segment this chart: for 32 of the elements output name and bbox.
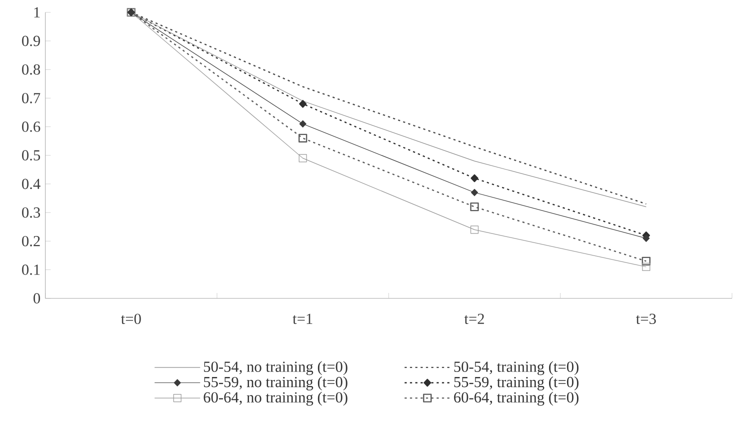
x-tick-label: t=0 <box>121 314 141 324</box>
point <box>299 100 307 108</box>
y-tick-label: 0.4 <box>22 178 40 190</box>
legend-label: 55-59, training (t=0) <box>454 376 578 390</box>
x-tick-label: t=2 <box>464 314 484 324</box>
y-tick-label: 0.1 <box>22 264 40 275</box>
legend-label: 55-59, no training (t=0) <box>204 376 348 390</box>
point <box>470 174 478 182</box>
point <box>470 202 479 212</box>
point <box>298 134 308 143</box>
y-tick-label: 0.7 <box>22 92 40 104</box>
point <box>298 154 307 162</box>
point <box>299 120 306 128</box>
y-tick-label: 0.5 <box>22 150 40 161</box>
x-tick-label: t=1 <box>292 314 312 324</box>
legend-label: 50-54, training (t=0) <box>454 361 578 376</box>
legend-label: 50-54, no training (t=0) <box>204 361 348 376</box>
y-tick-label: 0 <box>34 293 40 304</box>
point <box>470 226 479 234</box>
legend-label: 60-64, no training (t=0) <box>204 392 348 406</box>
point <box>471 188 478 196</box>
x-tick-label: t=3 <box>636 314 656 324</box>
y-tick-label: 0.3 <box>22 207 40 218</box>
y-tick-label: 0.6 <box>22 122 40 132</box>
y-tick-label: 0.8 <box>22 64 40 75</box>
point <box>642 256 651 266</box>
point <box>642 262 650 271</box>
point <box>642 234 650 242</box>
y-tick-label: 0.9 <box>22 36 40 46</box>
y-tick-label: 1 <box>34 7 40 18</box>
legend-label: 60-64, training (t=0) <box>454 392 578 406</box>
y-tick-label: 0.2 <box>22 236 40 246</box>
